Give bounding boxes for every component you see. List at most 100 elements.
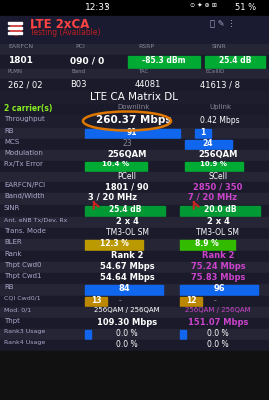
- Text: Rx/Tx Error: Rx/Tx Error: [4, 161, 43, 167]
- Bar: [180, 285, 258, 295]
- Text: Mod. 0/1: Mod. 0/1: [4, 307, 31, 312]
- Text: 12:33: 12:33: [85, 3, 111, 12]
- Text: Trans. Mode: Trans. Mode: [4, 228, 46, 234]
- Bar: [85, 330, 91, 339]
- Text: 12.3 %: 12.3 %: [100, 239, 128, 248]
- Bar: [0, 182, 269, 193]
- Text: ⊙ ✦ ⊕ ⊞: ⊙ ✦ ⊕ ⊞: [190, 3, 217, 8]
- Text: 13: 13: [91, 296, 101, 305]
- Text: 25.4 dB: 25.4 dB: [219, 56, 251, 65]
- Text: 256QAM: 256QAM: [198, 150, 238, 159]
- Bar: [0, 115, 269, 128]
- Bar: [0, 0, 269, 16]
- Bar: [85, 129, 180, 138]
- Bar: [195, 129, 211, 138]
- Text: 84: 84: [118, 284, 130, 293]
- Text: Modulation: Modulation: [4, 150, 43, 156]
- Text: Rank4 Usage: Rank4 Usage: [4, 340, 45, 345]
- Bar: [0, 273, 269, 284]
- Bar: [0, 262, 269, 273]
- Text: 2 x 4: 2 x 4: [207, 217, 229, 226]
- Text: 10.9 %: 10.9 %: [200, 161, 228, 167]
- Bar: [0, 239, 269, 251]
- Text: 20.0 dB: 20.0 dB: [204, 205, 236, 214]
- Text: 0.0 %: 0.0 %: [207, 329, 229, 338]
- Text: 0.42 Mbps: 0.42 Mbps: [200, 116, 240, 125]
- Text: Throughput: Throughput: [4, 116, 45, 122]
- Text: 256QAM / 256QAM: 256QAM / 256QAM: [94, 307, 160, 313]
- Text: Band/Width: Band/Width: [4, 193, 45, 199]
- Text: 0.0 %: 0.0 %: [116, 329, 138, 338]
- Text: 3 / 20 MHz: 3 / 20 MHz: [87, 193, 136, 202]
- Bar: [0, 205, 269, 217]
- Bar: [180, 206, 260, 216]
- Text: Ant. eNB Tx/Dev. Rx: Ant. eNB Tx/Dev. Rx: [4, 217, 67, 222]
- Text: 7 / 20 MHz: 7 / 20 MHz: [189, 193, 238, 202]
- Text: 262 / 02: 262 / 02: [8, 80, 43, 89]
- Bar: [85, 297, 107, 306]
- Bar: [0, 150, 269, 161]
- Bar: [0, 284, 269, 296]
- Text: 1801: 1801: [8, 56, 33, 65]
- Text: Thpt Cwd1: Thpt Cwd1: [4, 273, 41, 279]
- Text: 23: 23: [122, 139, 132, 148]
- Text: 2850 / 350: 2850 / 350: [193, 182, 243, 191]
- Text: PCI: PCI: [75, 44, 85, 49]
- Bar: [0, 55, 269, 69]
- Text: 256QAM / 256QAM: 256QAM / 256QAM: [185, 307, 251, 313]
- Text: 2 x 4: 2 x 4: [116, 217, 139, 226]
- Text: ECellID: ECellID: [205, 69, 224, 74]
- Text: RB: RB: [4, 284, 13, 290]
- Bar: [0, 79, 269, 91]
- Text: 41613 / 8: 41613 / 8: [200, 80, 240, 89]
- Bar: [0, 44, 269, 55]
- Text: Rank3 Usage: Rank3 Usage: [4, 329, 45, 334]
- Text: TAC: TAC: [138, 69, 148, 74]
- Text: -: -: [214, 296, 216, 305]
- Text: EARFCN/PCI: EARFCN/PCI: [4, 182, 45, 188]
- Text: 260.37 Mbps: 260.37 Mbps: [96, 115, 172, 125]
- Text: TM3-OL SM: TM3-OL SM: [196, 228, 239, 237]
- Bar: [85, 162, 147, 171]
- Text: Band: Band: [72, 69, 86, 74]
- Text: Rank 2: Rank 2: [202, 251, 234, 260]
- Bar: [180, 330, 186, 339]
- Text: 2 carrier(s): 2 carrier(s): [4, 104, 52, 113]
- Text: 75.83 Mbps: 75.83 Mbps: [191, 273, 245, 282]
- Bar: [180, 240, 235, 250]
- Bar: [8, 27, 22, 29]
- Bar: [185, 162, 243, 171]
- Text: SINR: SINR: [212, 44, 227, 49]
- Text: RB: RB: [4, 128, 13, 134]
- Text: BLER: BLER: [4, 239, 22, 245]
- Circle shape: [10, 23, 22, 35]
- Bar: [0, 16, 269, 44]
- Text: 96: 96: [213, 284, 225, 293]
- Text: B03: B03: [70, 80, 87, 89]
- Bar: [0, 91, 269, 104]
- Bar: [85, 206, 165, 216]
- Text: 91: 91: [127, 128, 137, 137]
- Text: RSRP: RSRP: [138, 44, 154, 49]
- Text: 0.0 %: 0.0 %: [207, 340, 229, 349]
- Text: SINR: SINR: [4, 205, 20, 211]
- Text: LTE 2xCA: LTE 2xCA: [30, 18, 89, 31]
- Bar: [0, 318, 269, 329]
- Bar: [0, 139, 269, 150]
- Text: 8.9 %: 8.9 %: [195, 239, 219, 248]
- Bar: [8, 32, 22, 34]
- Text: Uplink: Uplink: [209, 104, 231, 110]
- Text: SCell: SCell: [208, 172, 228, 181]
- Text: 090 / 0: 090 / 0: [70, 56, 104, 65]
- Text: 75.24 Mbps: 75.24 Mbps: [191, 262, 245, 271]
- Text: 151.07 Mbps: 151.07 Mbps: [188, 318, 248, 327]
- Text: Downlink: Downlink: [118, 104, 150, 110]
- Bar: [85, 240, 143, 250]
- Text: 51 %: 51 %: [235, 3, 256, 12]
- Bar: [85, 285, 163, 295]
- Text: 54.67 Mbps: 54.67 Mbps: [100, 262, 154, 271]
- Text: Testing (Available): Testing (Available): [30, 28, 101, 37]
- Text: PCell: PCell: [118, 172, 136, 181]
- Text: MCS: MCS: [4, 139, 19, 145]
- Text: Thpt Cwd0: Thpt Cwd0: [4, 262, 41, 268]
